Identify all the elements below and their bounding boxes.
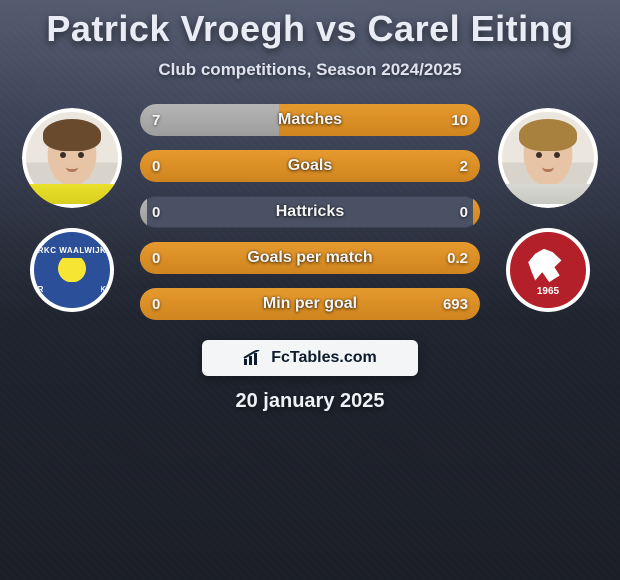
stat-bar-right <box>140 288 480 320</box>
subtitle: Club competitions, Season 2024/2025 <box>0 60 620 80</box>
player-left-avatar <box>22 108 122 208</box>
club-left-badge: RKC WAALWIJK RKC WAALWIJK <box>30 228 114 312</box>
stat-row: Hattricks00 <box>140 196 480 228</box>
player-right-avatar <box>498 108 598 208</box>
comparison-card: Patrick Vroegh vs Carel Eiting Club comp… <box>0 0 620 580</box>
stat-bar-right <box>279 104 480 136</box>
stat-bar-track <box>140 196 480 228</box>
stat-bar-right <box>140 242 480 274</box>
club-left-label-top: RKC WAALWIJK <box>34 246 110 255</box>
content-row: RKC WAALWIJK RKC WAALWIJK Matches710 Goal… <box>0 102 620 320</box>
player-left-face <box>22 108 122 208</box>
player-right-face <box>498 108 598 208</box>
date-text: 20 january 2025 <box>236 390 385 413</box>
stats-list: Matches710 Goals02 Hattricks00 Goals per ma… <box>140 104 480 320</box>
brand-badge: FcTables.com <box>202 340 418 376</box>
stat-bar-left <box>140 196 147 228</box>
stat-row: Goals02 <box>140 150 480 182</box>
stat-row: Min per goal0693 <box>140 288 480 320</box>
stat-row: Matches710 <box>140 104 480 136</box>
footer: FcTables.com 20 january 2025 <box>0 340 620 413</box>
page-title: Patrick Vroegh vs Carel Eiting <box>0 0 620 50</box>
stat-bar-right <box>140 150 480 182</box>
club-right-badge: 1965 <box>506 228 590 312</box>
stat-row: Goals per match00.2 <box>140 242 480 274</box>
brand-chart-icon <box>243 350 263 366</box>
brand-text: FcTables.com <box>271 349 377 367</box>
stat-bar-left <box>140 104 279 136</box>
player-right-column: 1965 <box>498 108 598 312</box>
club-left-label-bottom: RKC WAALWIJK <box>34 285 110 294</box>
club-right-year: 1965 <box>510 286 586 297</box>
player-left-column: RKC WAALWIJK RKC WAALWIJK <box>22 108 122 312</box>
stat-bar-right <box>473 196 480 228</box>
